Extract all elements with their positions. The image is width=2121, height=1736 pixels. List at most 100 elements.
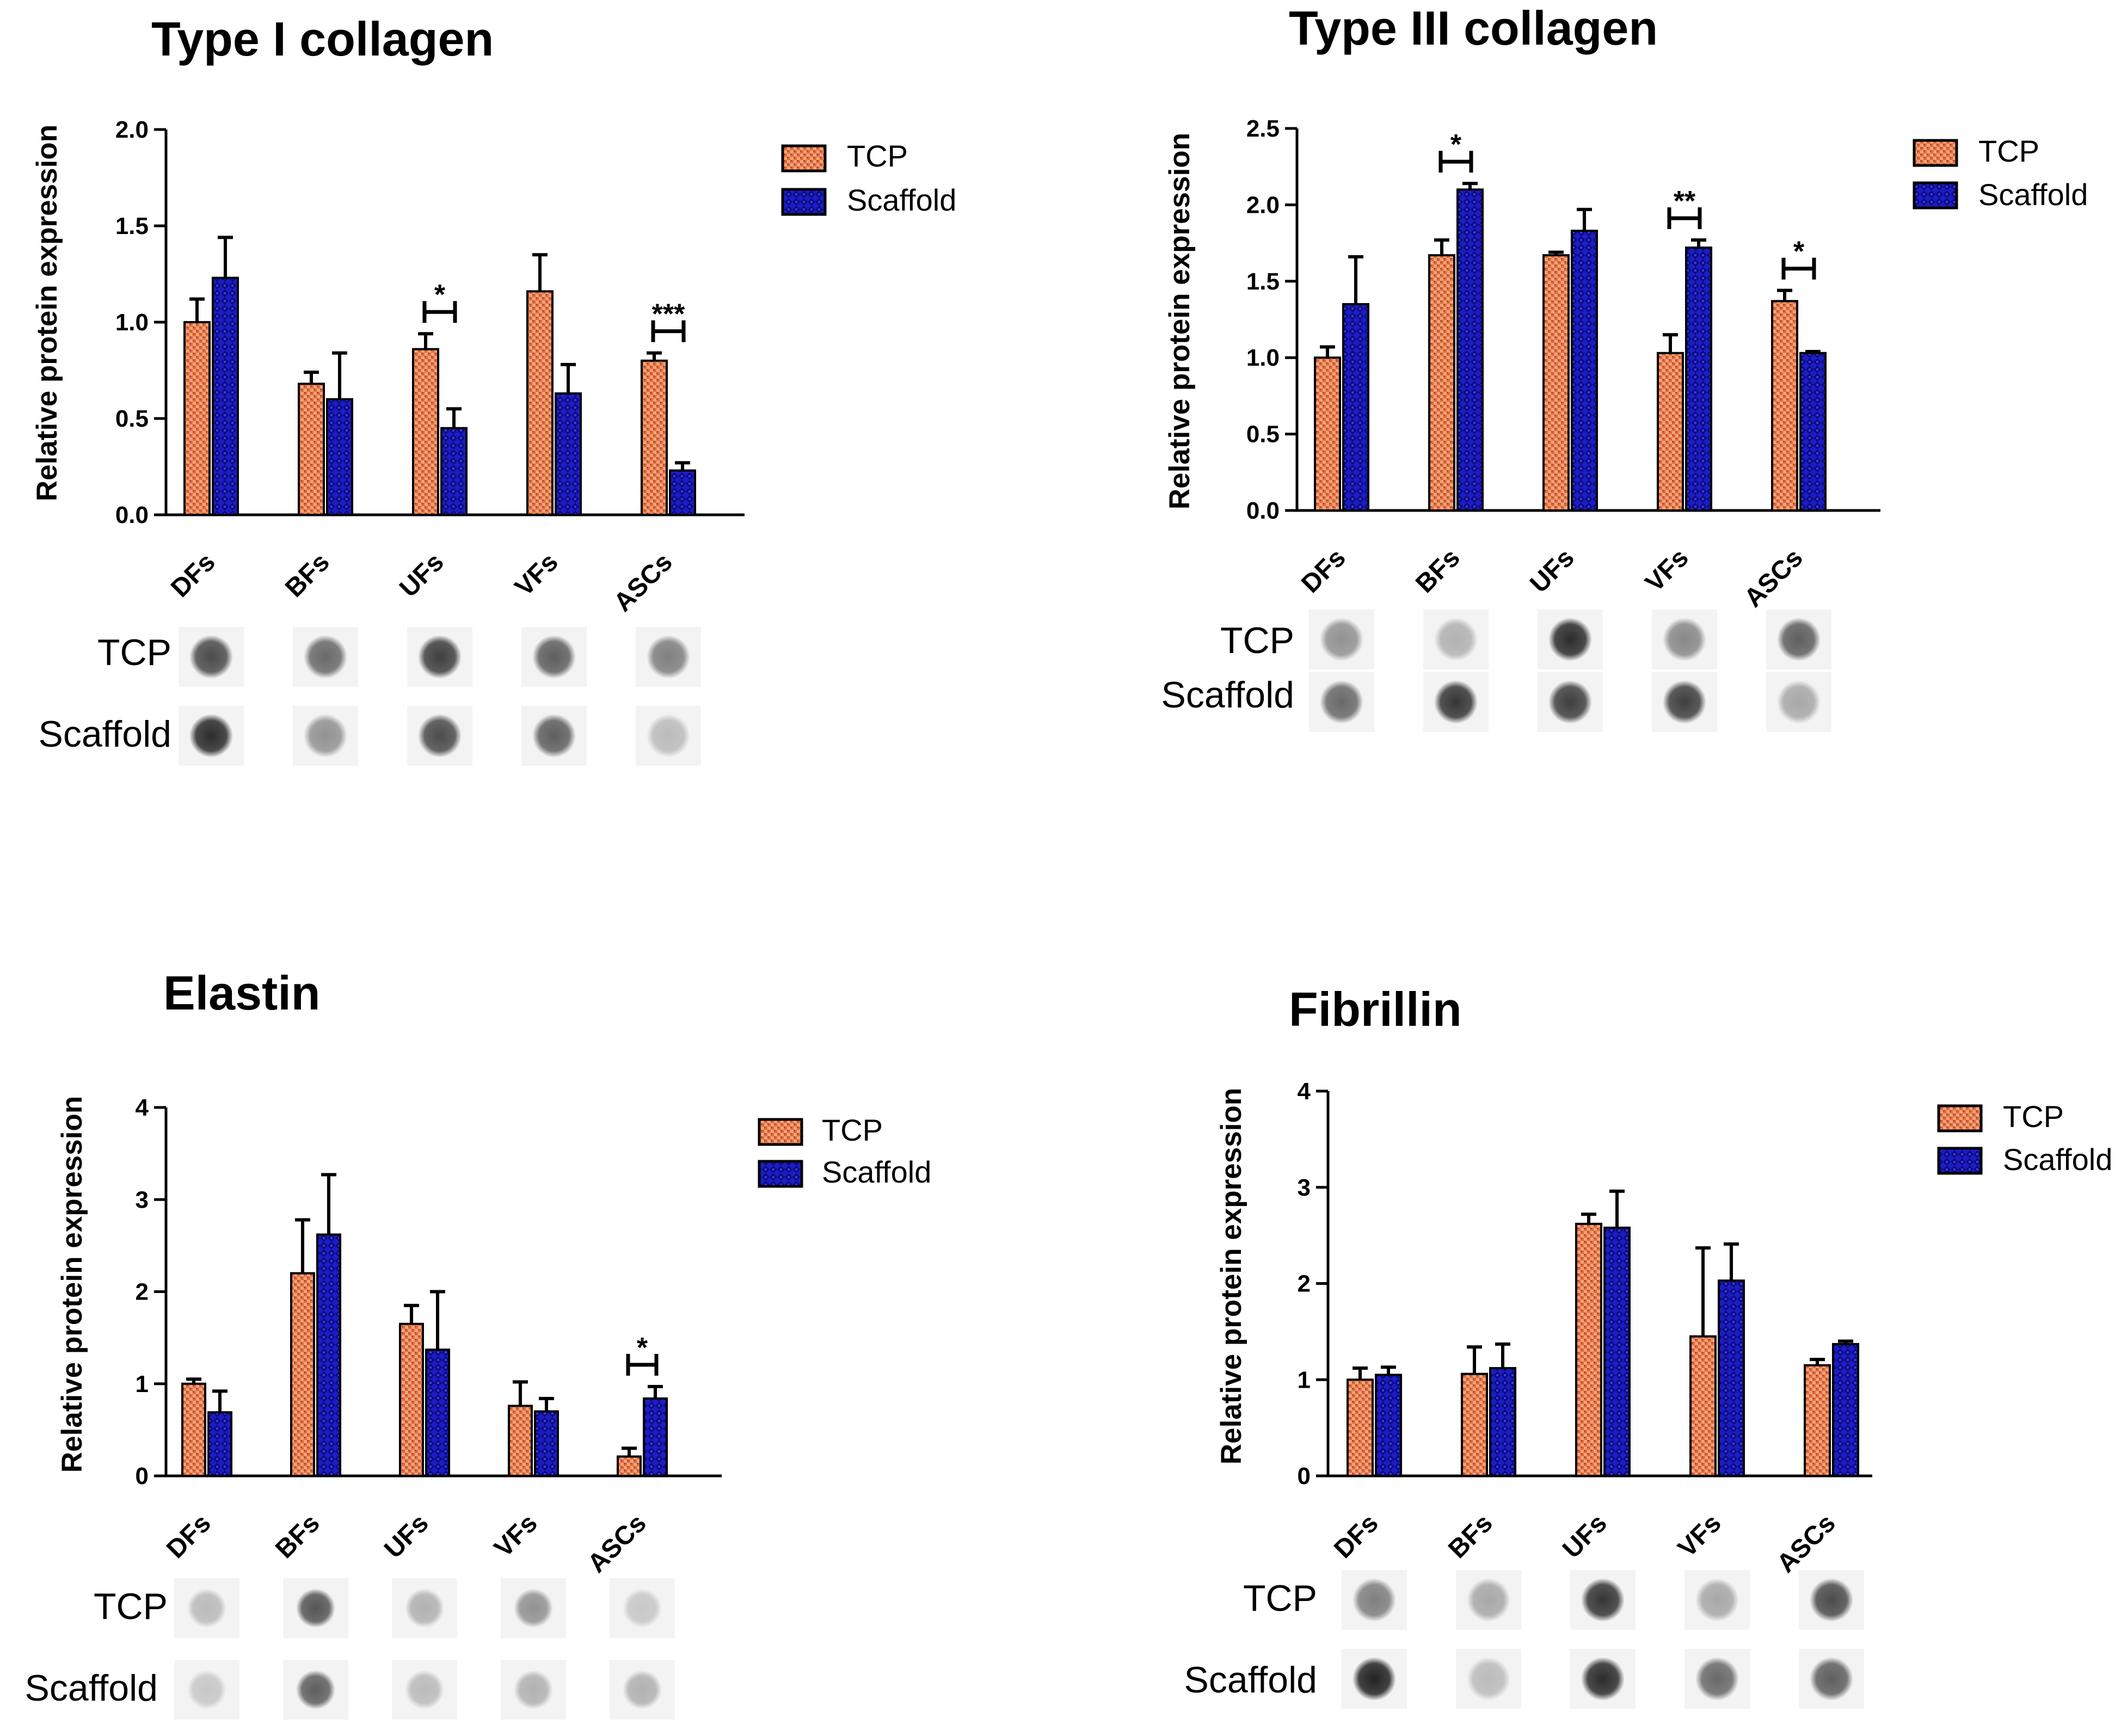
blot-label-tcp: TCP bbox=[1243, 1578, 1317, 1619]
blot-label-tcp: TCP bbox=[94, 1586, 168, 1627]
significance-label: ** bbox=[1674, 186, 1696, 217]
legend-swatch-scaffold bbox=[781, 188, 827, 216]
x-tick-label: BFs bbox=[270, 1509, 325, 1564]
x-tick-label: DFs bbox=[161, 1509, 217, 1564]
legend-label-tcp: TCP bbox=[2003, 1099, 2064, 1134]
blot-dot-scaffold bbox=[304, 714, 347, 758]
bar-scaffold bbox=[1718, 1279, 1745, 1477]
bar-tcp bbox=[1804, 1364, 1831, 1478]
bar-scaffold bbox=[207, 1411, 232, 1478]
legend-label-scaffold: Scaffold bbox=[822, 1155, 931, 1189]
bar-scaffold bbox=[440, 427, 468, 516]
dot-blot: TCP Scaffold bbox=[1184, 1570, 1864, 1709]
blot-dot-scaffold bbox=[405, 1670, 444, 1709]
x-tick-label: ASCs bbox=[1772, 1509, 1841, 1578]
blot-dot-tcp bbox=[1352, 1578, 1396, 1622]
bar-scaffold bbox=[326, 398, 353, 516]
blot-dots bbox=[1309, 610, 1831, 732]
bar-tcp bbox=[1657, 352, 1684, 512]
y-tick-label: 0.0 bbox=[1246, 497, 1280, 524]
blot-dot-scaffold bbox=[1581, 1657, 1625, 1701]
y-tick-label: 4 bbox=[1298, 1078, 1311, 1105]
blot-dot-scaffold bbox=[1548, 680, 1592, 724]
bar-tcp bbox=[181, 1382, 206, 1477]
blot-dot-scaffold bbox=[418, 714, 462, 758]
y-tick-label: 2 bbox=[136, 1279, 149, 1306]
blot-dot-tcp bbox=[1695, 1578, 1739, 1622]
chart-title: Type I collagen bbox=[151, 12, 494, 66]
legend: TCP Scaffold bbox=[758, 1113, 931, 1189]
y-axis-label: Relative protein expression bbox=[1164, 133, 1196, 509]
chart-title: Elastin bbox=[163, 966, 321, 1020]
bar-scaffold bbox=[212, 276, 239, 516]
x-tick-label: BFs bbox=[1410, 543, 1466, 599]
y-tick-label: 2.5 bbox=[1246, 115, 1280, 142]
legend-swatch-scaffold bbox=[758, 1160, 803, 1188]
x-tick-label: DFs bbox=[1329, 1509, 1384, 1564]
blot-dot-tcp bbox=[296, 1589, 335, 1628]
bar-scaffold bbox=[1489, 1367, 1516, 1478]
blot-dot-scaffold bbox=[1777, 680, 1821, 724]
x-tick-label: UFs bbox=[379, 1509, 434, 1564]
blot-dot-scaffold bbox=[532, 714, 576, 758]
dot-blot: TCP Scaffold bbox=[39, 627, 701, 766]
blot-dot-scaffold bbox=[189, 714, 233, 758]
bar-tcp bbox=[290, 1272, 315, 1477]
bar-tcp bbox=[412, 348, 439, 516]
blot-dot-scaffold bbox=[1695, 1657, 1739, 1701]
bar-scaffold bbox=[1832, 1343, 1859, 1478]
blot-dot-tcp bbox=[405, 1589, 444, 1628]
significance-label: * bbox=[1450, 129, 1462, 161]
blot-dot-scaffold bbox=[514, 1670, 553, 1709]
blot-dot-scaffold bbox=[1320, 680, 1363, 724]
bar-scaffold bbox=[1571, 230, 1598, 512]
x-tick-label: VFs bbox=[1673, 1509, 1727, 1563]
bar-scaffold bbox=[534, 1410, 559, 1477]
blot-dot-tcp bbox=[647, 635, 690, 679]
blot-label-scaffold: Scaffold bbox=[25, 1667, 158, 1709]
blot-dots bbox=[1342, 1570, 1864, 1709]
bar-tcp bbox=[1542, 254, 1570, 512]
x-tick-label: BFs bbox=[1443, 1509, 1498, 1564]
bar-tcp bbox=[641, 359, 668, 516]
blot-dots bbox=[174, 1578, 675, 1720]
blot-label-tcp: TCP bbox=[97, 632, 171, 673]
legend-label-tcp: TCP bbox=[822, 1113, 883, 1147]
blot-dot-scaffold bbox=[1810, 1657, 1853, 1701]
y-tick-label: 3 bbox=[136, 1186, 149, 1213]
bar-tcp bbox=[298, 383, 325, 516]
plot-area: 0 1 2 3 4 DFs BFs UFs VFs ASCs bbox=[1298, 1078, 1872, 1578]
blot-dot-tcp bbox=[1434, 618, 1478, 661]
bar-scaffold bbox=[1342, 303, 1369, 512]
y-tick-label: 1.5 bbox=[115, 213, 149, 239]
blot-label-scaffold: Scaffold bbox=[39, 713, 171, 755]
bar-scaffold bbox=[425, 1349, 450, 1477]
blot-dot-tcp bbox=[1548, 618, 1592, 661]
blot-label-scaffold: Scaffold bbox=[1161, 674, 1294, 716]
legend-label-tcp: TCP bbox=[1978, 134, 2039, 168]
blot-dot-tcp bbox=[1467, 1578, 1510, 1622]
blot-dot-scaffold bbox=[1467, 1657, 1510, 1701]
legend-swatch-tcp bbox=[781, 144, 827, 173]
blot-dots bbox=[179, 627, 701, 766]
x-tick-label: DFs bbox=[1296, 543, 1351, 599]
x-tick-label: DFs bbox=[165, 547, 221, 603]
bar-scaffold bbox=[1375, 1374, 1402, 1478]
blot-label-tcp: TCP bbox=[1220, 620, 1294, 661]
bar-tcp bbox=[1689, 1335, 1717, 1477]
legend: TCP Scaffold bbox=[1937, 1099, 2112, 1177]
blot-dot-scaffold bbox=[647, 714, 690, 758]
legend-label-scaffold: Scaffold bbox=[2003, 1142, 2112, 1177]
x-tick-label: UFs bbox=[394, 547, 450, 603]
y-tick-label: 0.5 bbox=[115, 405, 149, 432]
y-axis-label: Relative protein expression bbox=[56, 1096, 88, 1473]
panel-type-i-collagen: Type I collagen Relative protein express… bbox=[31, 12, 956, 766]
y-tick-label: 2.0 bbox=[1246, 192, 1280, 218]
significance-label: * bbox=[637, 1332, 648, 1364]
blot-dot-tcp bbox=[304, 635, 347, 679]
x-tick-label: VFs bbox=[509, 547, 564, 602]
y-tick-label: 1.0 bbox=[115, 309, 149, 336]
